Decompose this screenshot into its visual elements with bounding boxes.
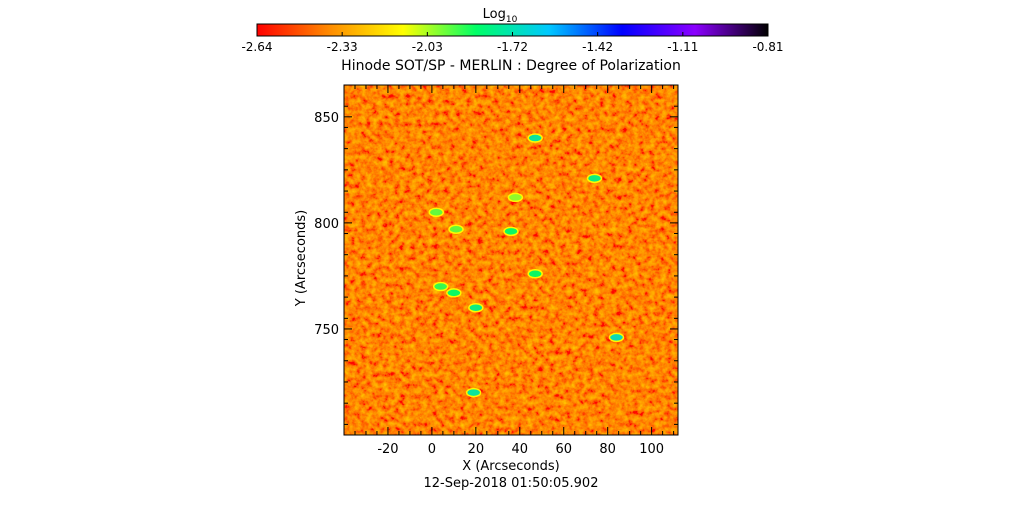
plot-frame (343, 84, 679, 436)
colorbar-tick-label: -2.33 (327, 40, 358, 54)
polarization-feature (503, 226, 519, 237)
polarization-feature (448, 224, 464, 234)
polarization-feature (468, 302, 484, 313)
polarization-feature (507, 192, 524, 203)
polarization-feature (465, 387, 482, 398)
polarization-feature (527, 133, 543, 143)
colorbar-tick-label: -0.81 (752, 40, 783, 54)
polarization-feature (428, 207, 445, 218)
y-axis-label: Y (Arcseconds) (294, 210, 309, 307)
colorbar-label: Log10 (483, 7, 518, 25)
y-tick-label: 850 (314, 111, 339, 126)
colorbar-tick-label: -2.64 (241, 40, 272, 54)
colorbar-tick-label: -2.03 (412, 40, 443, 54)
chart-title: Hinode SOT/SP - MERLIN : Degree of Polar… (341, 58, 681, 74)
y-tick-label: 800 (314, 217, 339, 232)
polarization-feature (527, 269, 543, 279)
polarization-features (428, 133, 625, 398)
x-axis: -20 0 20 40 60 80 100 (354, 85, 675, 457)
polarization-feature (446, 288, 462, 298)
timestamp: 12-Sep-2018 01:50:05.902 (424, 476, 599, 491)
plot-area (344, 85, 678, 435)
polarization-feature (608, 332, 625, 343)
x-tick-label: -20 (377, 442, 398, 457)
colorbar-tick-label: -1.72 (497, 40, 528, 54)
x-axis-label: X (Arcseconds) (462, 459, 559, 474)
x-tick-label: 100 (639, 442, 664, 457)
colorbar-tick-label: -1.42 (582, 40, 613, 54)
x-tick-label: 60 (555, 442, 572, 457)
y-tick-label: 750 (314, 323, 339, 338)
x-tick-label: 40 (512, 442, 529, 457)
polarization-feature (586, 173, 603, 184)
x-tick-label: 80 (599, 442, 616, 457)
polarization-feature (432, 281, 449, 292)
x-tick-label: 20 (468, 442, 485, 457)
colorbar-tick-label: -1.11 (667, 40, 698, 54)
y-axis: 750 800 850 (314, 105, 678, 425)
heatmap-speckle (344, 85, 678, 435)
colorbar-ticks: -2.64 -2.33 -2.03 -1.72 -1.42 -1.11 -0.81 (241, 32, 784, 54)
colorbar: Log10 -2.64 -2.33 -2.03 -1.72 -1.42 -1.11 -0.8… (241, 7, 783, 54)
x-tick-label: 0 (428, 442, 436, 457)
